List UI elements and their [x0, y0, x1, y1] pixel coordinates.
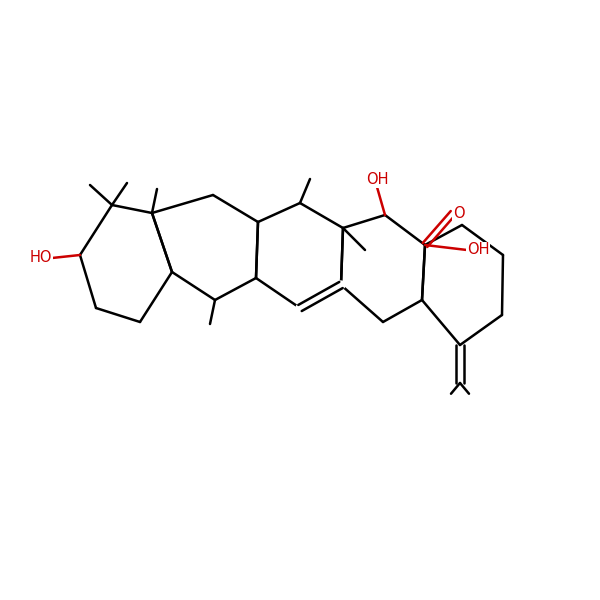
Text: HO: HO: [29, 251, 52, 265]
Text: OH: OH: [467, 242, 490, 257]
Text: OH: OH: [366, 172, 388, 187]
Text: O: O: [453, 205, 464, 220]
